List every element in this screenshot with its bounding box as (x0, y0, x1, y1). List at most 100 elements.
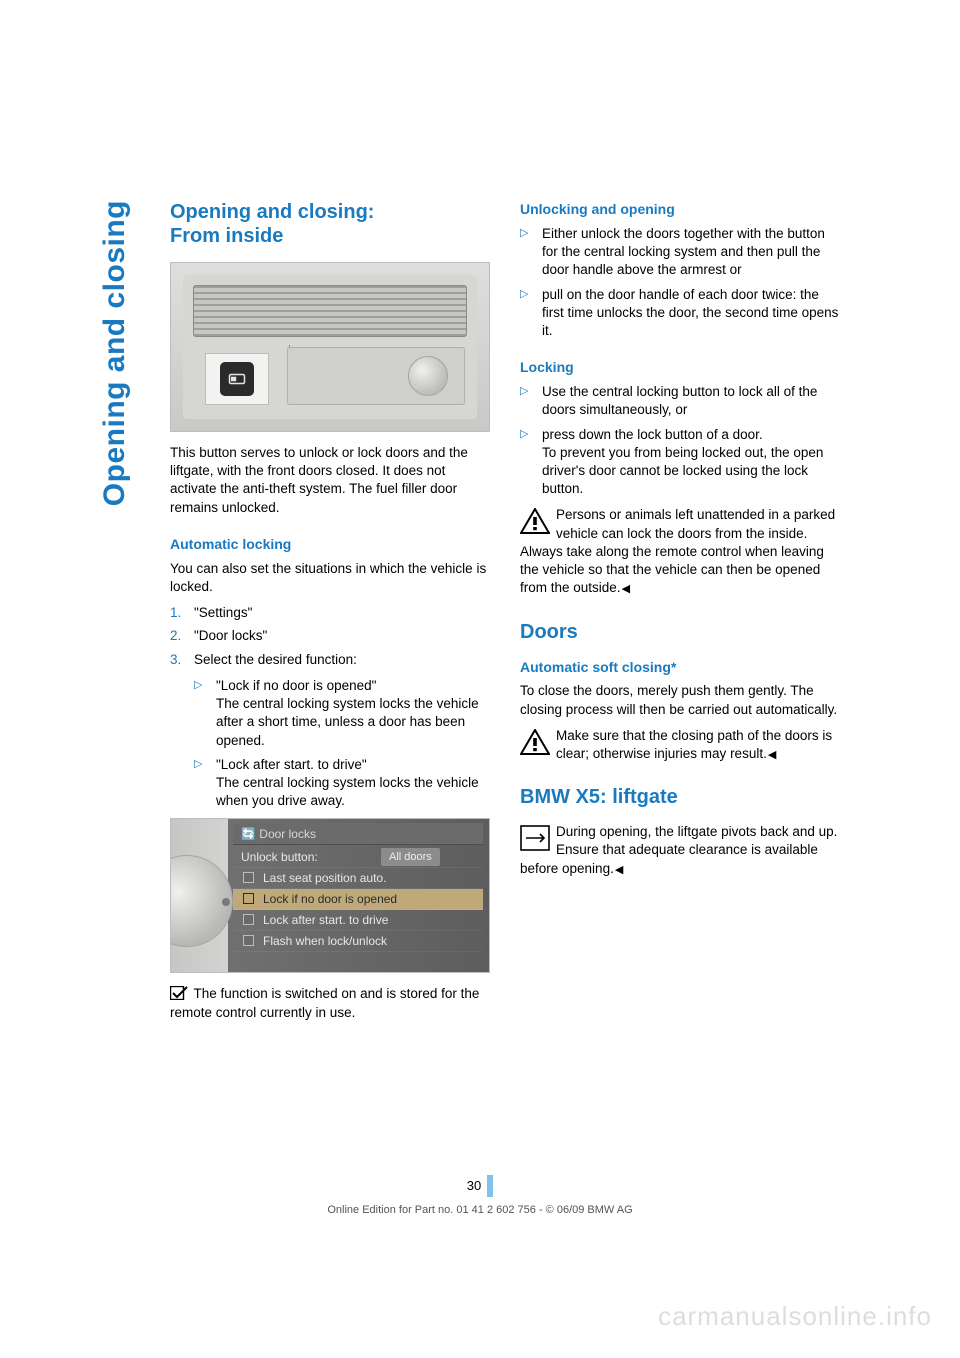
page-footer: 30 Online Edition for Part no. 01 41 2 6… (0, 1175, 960, 1218)
step-number: 1. (170, 604, 194, 622)
checkbox-icon (243, 872, 254, 883)
warning-text: Persons or animals left unattended in a … (520, 507, 835, 595)
step-3: 3.Select the desired function: (170, 651, 490, 669)
row-label: Unlock button: (241, 849, 318, 865)
row-text: Last seat position auto. (263, 870, 386, 886)
end-marker-icon: ◀ (622, 582, 630, 597)
checkbox-checked-icon (170, 986, 188, 1000)
warning-icon (520, 508, 550, 534)
screen-header: 🔄 Door locks (233, 823, 483, 845)
automatic-locking-intro: You can also set the situations in which… (170, 560, 490, 596)
step-number: 2. (170, 627, 194, 645)
option-title: "Lock after start. to drive" (216, 757, 367, 772)
screen-list: Unlock button: All doors Last seat posit… (233, 847, 483, 952)
row-text: Lock if no door is opened (263, 891, 397, 907)
function-options: ▷ "Lock if no door is opened" The centra… (170, 677, 490, 811)
soft-closing-body: To close the doors, merely push them gen… (520, 682, 840, 718)
step-number: 3. (170, 651, 194, 669)
triangle-bullet-icon: ▷ (194, 677, 216, 750)
list-item: ▷Use the central locking button to lock … (520, 383, 840, 419)
locking-heading: Locking (520, 358, 840, 377)
item-text: Either unlock the doors together with th… (542, 225, 840, 280)
screen-row-last-seat: Last seat position auto. (233, 868, 483, 889)
step-1: 1."Settings" (170, 604, 490, 622)
item-text: pull on the door handle of each door twi… (542, 286, 840, 341)
item-text-wrap: press down the lock button of a door. To… (542, 426, 840, 499)
option-lock-if-no-door: ▷ "Lock if no door is opened" The centra… (194, 677, 490, 750)
triangle-bullet-icon: ▷ (520, 225, 542, 280)
warning-icon (520, 729, 550, 755)
screen-row-unlock: Unlock button: All doors (233, 847, 483, 868)
stored-note: The function is switched on and is store… (170, 985, 490, 1021)
end-marker-icon: ◀ (768, 748, 776, 763)
page-number-box: 30 (467, 1175, 493, 1197)
watermark-text: carmanualsonline.info (658, 1299, 932, 1334)
warning-text: Make sure that the closing path of the d… (556, 728, 832, 761)
title-line-1: Opening and closing: (170, 201, 374, 223)
end-marker-icon: ◀ (615, 863, 623, 878)
list-item: ▷Either unlock the doors together with t… (520, 225, 840, 280)
option-desc: The central locking system locks the veh… (216, 696, 479, 747)
right-column: Unlocking and opening ▷Either unlock the… (520, 200, 840, 1030)
side-section-label: Opening and closing (95, 200, 136, 506)
option-desc: The central locking system locks the veh… (216, 775, 479, 808)
liftgate-heading: BMW X5: liftgate (520, 785, 840, 809)
page: Opening and closing Opening and closing:… (0, 0, 960, 1358)
screen-row-lock-drive: Lock after start. to drive (233, 910, 483, 931)
checkbox-icon (243, 893, 254, 904)
unlocking-heading: Unlocking and opening (520, 200, 840, 219)
left-column: Opening and closing: From inside (170, 200, 490, 1030)
liftgate-note: During opening, the liftgate pivots back… (520, 823, 840, 878)
figure-radio-unit (287, 347, 465, 405)
figure-dashboard (170, 262, 490, 432)
checkbox-icon (243, 935, 254, 946)
figure-air-vents (193, 285, 467, 337)
central-lock-button-icon (220, 362, 254, 396)
screen-row-flash: Flash when lock/unlock (233, 931, 483, 952)
list-item: ▷pull on the door handle of each door tw… (520, 286, 840, 341)
step-text: Select the desired function: (194, 651, 357, 669)
warning-unattended: Persons or animals left unattended in a … (520, 506, 840, 597)
screen-row-lock-noopen: Lock if no door is opened (233, 889, 483, 910)
warning-closing-path: Make sure that the closing path of the d… (520, 727, 840, 763)
triangle-bullet-icon: ▷ (520, 426, 542, 499)
figure-idrive-knob (170, 855, 233, 947)
stored-note-text: The function is switched on and is store… (170, 986, 479, 1019)
item-text-b: To prevent you from being locked out, th… (542, 445, 823, 496)
figure-button-callout (205, 353, 269, 405)
step-2: 2."Door locks" (170, 627, 490, 645)
step-text: "Door locks" (194, 627, 267, 645)
intro-paragraph: This button serves to unlock or lock doo… (170, 444, 490, 517)
content-columns: Opening and closing: From inside (170, 200, 840, 1030)
edition-line: Online Edition for Part no. 01 41 2 602 … (0, 1203, 960, 1218)
figure-idrive-screen: 🔄 Door locks Unlock button: All doors La… (170, 818, 490, 973)
figure-radio-dial (408, 356, 448, 396)
unlocking-list: ▷Either unlock the doors together with t… (520, 225, 840, 340)
triangle-bullet-icon: ▷ (520, 286, 542, 341)
note-icon (520, 825, 550, 851)
option-body: "Lock after start. to drive" The central… (216, 756, 490, 811)
row-value: All doors (381, 848, 440, 866)
option-lock-after-start: ▷ "Lock after start. to drive" The centr… (194, 756, 490, 811)
locking-list: ▷Use the central locking button to lock … (520, 383, 840, 498)
soft-closing-heading: Automatic soft closing* (520, 658, 840, 677)
step-text: "Settings" (194, 604, 252, 622)
row-text: Flash when lock/unlock (263, 933, 387, 949)
item-text: Use the central locking button to lock a… (542, 383, 840, 419)
item-text-a: press down the lock button of a door. (542, 427, 763, 442)
option-title: "Lock if no door is opened" (216, 678, 376, 693)
triangle-bullet-icon: ▷ (520, 383, 542, 419)
checkbox-icon (243, 914, 254, 925)
section-title: Opening and closing: From inside (170, 200, 490, 248)
figure-dashboard-panel (183, 275, 477, 419)
row-text: Lock after start. to drive (263, 912, 388, 928)
figure-knob-indicator (222, 898, 230, 906)
screen-header-text: Door locks (259, 827, 316, 841)
option-body: "Lock if no door is opened" The central … (216, 677, 490, 750)
page-accent-bar (487, 1175, 493, 1197)
settings-steps: 1."Settings" 2."Door locks" 3.Select the… (170, 604, 490, 669)
page-number: 30 (467, 1177, 481, 1195)
note-text: During opening, the liftgate pivots back… (520, 824, 837, 875)
list-item: ▷ press down the lock button of a door. … (520, 426, 840, 499)
figure-screen-bg: 🔄 Door locks Unlock button: All doors La… (171, 819, 489, 972)
